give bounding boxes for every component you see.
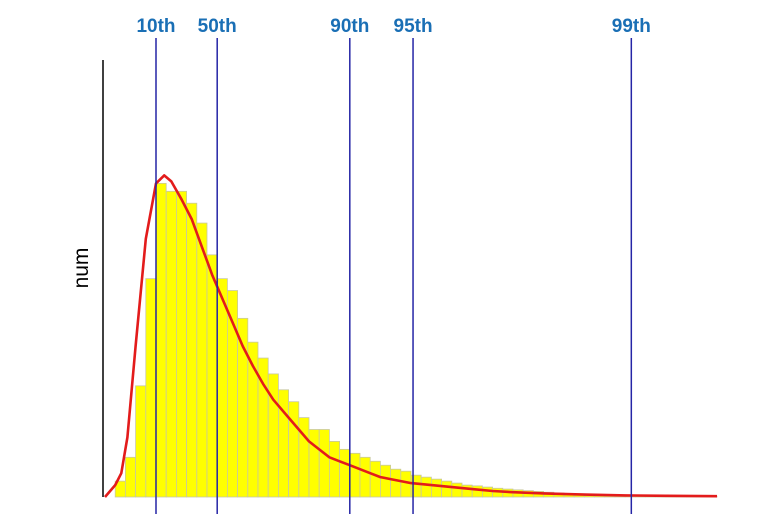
percentile-lines (155, 38, 633, 514)
histogram-bar (339, 448, 351, 498)
histogram-bar (359, 456, 371, 498)
histogram-bar (430, 478, 442, 498)
histogram-bar (125, 456, 137, 498)
histogram-bar (135, 385, 147, 498)
y-axis-label: num (70, 248, 93, 289)
histogram-bar (369, 460, 381, 498)
histogram-bar (165, 190, 177, 498)
fit-curve-layer (104, 174, 718, 498)
percentile-label: 90th (330, 16, 369, 37)
histogram-bar (471, 485, 483, 498)
percentile-labels: 10th 50th 90th 95th 99th (136, 16, 650, 37)
histogram-bar (155, 182, 167, 498)
histogram-bar (196, 222, 208, 498)
histogram-bar (288, 401, 300, 498)
histogram-bar (420, 476, 432, 498)
histogram-bar (379, 464, 391, 498)
histogram-bar (390, 468, 402, 498)
percentile-label: 95th (394, 16, 433, 37)
histogram-bar (308, 429, 320, 498)
histogram-bar (186, 202, 198, 498)
histogram-bar (145, 278, 157, 498)
fit-curve (104, 174, 718, 498)
histogram-bar (461, 484, 473, 498)
histogram-bar (441, 480, 453, 498)
percentile-label: 50th (198, 16, 237, 37)
histogram-bar (175, 190, 187, 498)
histogram-bar (451, 482, 463, 498)
histogram-bar (318, 429, 330, 498)
histogram-bar (349, 452, 361, 498)
percentile-label: 99th (612, 16, 651, 37)
histogram-bars (114, 182, 718, 498)
histogram-bar (328, 441, 340, 498)
histogram-bar (206, 254, 218, 498)
histogram-bar (216, 278, 228, 498)
percentile-label: 10th (136, 16, 175, 37)
